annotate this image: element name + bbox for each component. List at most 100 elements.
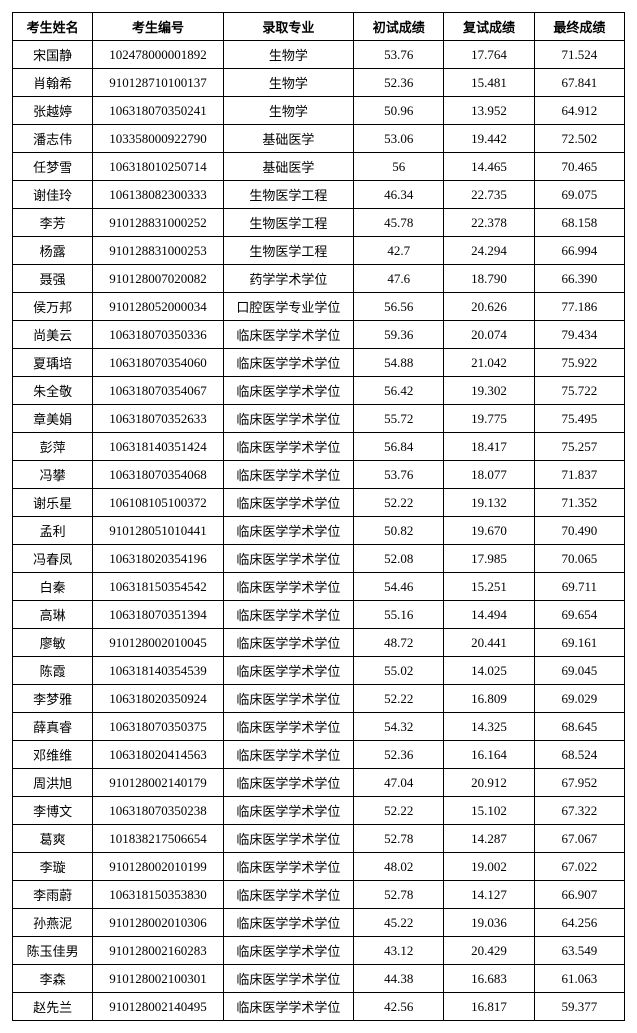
cell-4: 18.417 [444, 433, 534, 461]
cell-2: 临床医学学术学位 [223, 601, 353, 629]
cell-4: 15.251 [444, 573, 534, 601]
cell-0: 潘志伟 [13, 125, 93, 153]
cell-2: 临床医学学术学位 [223, 797, 353, 825]
cell-3: 56 [354, 153, 444, 181]
cell-2: 临床医学学术学位 [223, 741, 353, 769]
cell-0: 侯万邦 [13, 293, 93, 321]
cell-0: 李芳 [13, 209, 93, 237]
cell-4: 13.952 [444, 97, 534, 125]
cell-3: 52.22 [354, 797, 444, 825]
cell-5: 67.067 [534, 825, 624, 853]
cell-5: 79.434 [534, 321, 624, 349]
cell-0: 杨露 [13, 237, 93, 265]
table-row: 侯万邦910128052000034口腔医学专业学位56.5620.62677.… [13, 293, 625, 321]
cell-1: 910128007020082 [93, 265, 223, 293]
cell-0: 尚美云 [13, 321, 93, 349]
table-row: 聂强910128007020082药学学术学位47.618.79066.390 [13, 265, 625, 293]
cell-5: 75.722 [534, 377, 624, 405]
table-row: 薛真睿106318070350375临床医学学术学位54.3214.32568.… [13, 713, 625, 741]
cell-5: 71.837 [534, 461, 624, 489]
cell-0: 孟利 [13, 517, 93, 545]
cell-3: 45.22 [354, 909, 444, 937]
cell-2: 临床医学学术学位 [223, 461, 353, 489]
header-cell-4: 复试成绩 [444, 13, 534, 41]
cell-5: 67.841 [534, 69, 624, 97]
cell-4: 19.442 [444, 125, 534, 153]
cell-5: 71.524 [534, 41, 624, 69]
cell-1: 106318070350336 [93, 321, 223, 349]
table-row: 宋国静102478000001892生物学53.7617.76471.524 [13, 41, 625, 69]
cell-2: 生物医学工程 [223, 237, 353, 265]
cell-1: 106318140354539 [93, 657, 223, 685]
cell-1: 910128002140179 [93, 769, 223, 797]
cell-1: 910128002140495 [93, 993, 223, 1021]
table-row: 谢乐星106108105100372临床医学学术学位52.2219.13271.… [13, 489, 625, 517]
cell-5: 64.256 [534, 909, 624, 937]
cell-1: 103358000922790 [93, 125, 223, 153]
cell-2: 临床医学学术学位 [223, 349, 353, 377]
header-cell-1: 考生编号 [93, 13, 223, 41]
table-row: 孙燕泥910128002010306临床医学学术学位45.2219.03664.… [13, 909, 625, 937]
cell-2: 临床医学学术学位 [223, 965, 353, 993]
header-cell-5: 最终成绩 [534, 13, 624, 41]
cell-1: 910128052000034 [93, 293, 223, 321]
cell-0: 聂强 [13, 265, 93, 293]
cell-3: 42.7 [354, 237, 444, 265]
cell-1: 106318070350238 [93, 797, 223, 825]
cell-0: 朱全敬 [13, 377, 93, 405]
cell-1: 106318070350241 [93, 97, 223, 125]
cell-5: 69.045 [534, 657, 624, 685]
cell-3: 56.84 [354, 433, 444, 461]
cell-3: 52.36 [354, 69, 444, 97]
cell-3: 44.38 [354, 965, 444, 993]
cell-3: 52.08 [354, 545, 444, 573]
cell-5: 68.158 [534, 209, 624, 237]
table-row: 周洪旭910128002140179临床医学学术学位47.0420.91267.… [13, 769, 625, 797]
cell-3: 47.04 [354, 769, 444, 797]
cell-5: 66.390 [534, 265, 624, 293]
cell-3: 54.46 [354, 573, 444, 601]
cell-3: 42.56 [354, 993, 444, 1021]
cell-0: 章美娟 [13, 405, 93, 433]
cell-5: 67.322 [534, 797, 624, 825]
cell-4: 19.002 [444, 853, 534, 881]
cell-5: 69.161 [534, 629, 624, 657]
cell-4: 20.429 [444, 937, 534, 965]
cell-0: 李梦雅 [13, 685, 93, 713]
cell-5: 68.524 [534, 741, 624, 769]
cell-3: 54.88 [354, 349, 444, 377]
cell-1: 910128710100137 [93, 69, 223, 97]
table-row: 张越婷106318070350241生物学50.9613.95264.912 [13, 97, 625, 125]
table-row: 尚美云106318070350336临床医学学术学位59.3620.07479.… [13, 321, 625, 349]
table-row: 陈霞106318140354539临床医学学术学位55.0214.02569.0… [13, 657, 625, 685]
cell-4: 18.077 [444, 461, 534, 489]
table-row: 廖敏910128002010045临床医学学术学位48.7220.44169.1… [13, 629, 625, 657]
cell-2: 临床医学学术学位 [223, 489, 353, 517]
cell-2: 临床医学学术学位 [223, 769, 353, 797]
cell-0: 陈霞 [13, 657, 93, 685]
cell-1: 910128831000252 [93, 209, 223, 237]
admission-table: 考生姓名考生编号录取专业初试成绩复试成绩最终成绩 宋国静102478000001… [12, 12, 625, 1021]
cell-1: 106318070354068 [93, 461, 223, 489]
cell-0: 薛真睿 [13, 713, 93, 741]
cell-0: 孙燕泥 [13, 909, 93, 937]
table-row: 高琳106318070351394临床医学学术学位55.1614.49469.6… [13, 601, 625, 629]
cell-3: 55.02 [354, 657, 444, 685]
cell-3: 48.02 [354, 853, 444, 881]
table-row: 冯攀106318070354068临床医学学术学位53.7618.07771.8… [13, 461, 625, 489]
table-row: 孟利910128051010441临床医学学术学位50.8219.67070.4… [13, 517, 625, 545]
cell-1: 910128002010199 [93, 853, 223, 881]
cell-4: 14.325 [444, 713, 534, 741]
cell-3: 56.56 [354, 293, 444, 321]
cell-2: 临床医学学术学位 [223, 405, 353, 433]
cell-5: 64.912 [534, 97, 624, 125]
cell-1: 910128831000253 [93, 237, 223, 265]
cell-4: 14.465 [444, 153, 534, 181]
cell-1: 106318020350924 [93, 685, 223, 713]
table-row: 陈玉佳男910128002160283临床医学学术学位43.1220.42963… [13, 937, 625, 965]
cell-3: 46.34 [354, 181, 444, 209]
cell-0: 谢乐星 [13, 489, 93, 517]
cell-4: 20.912 [444, 769, 534, 797]
cell-4: 14.287 [444, 825, 534, 853]
cell-4: 22.735 [444, 181, 534, 209]
